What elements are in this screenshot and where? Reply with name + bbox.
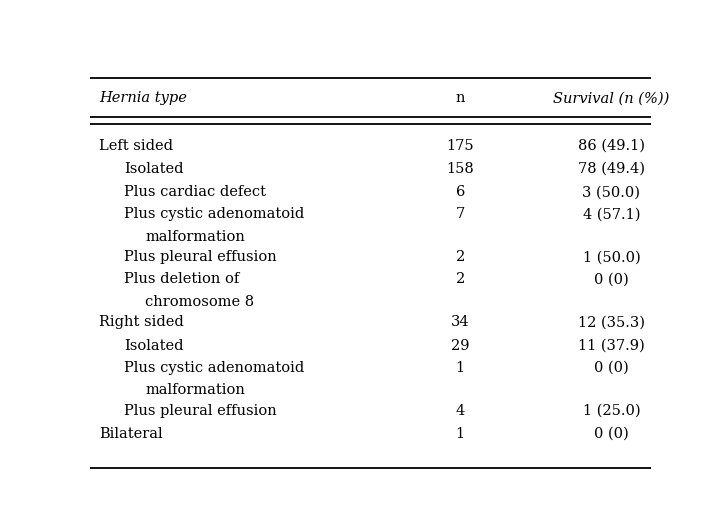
- Text: Hernia type: Hernia type: [99, 91, 187, 106]
- Text: chromosome 8: chromosome 8: [145, 295, 254, 309]
- Text: 2: 2: [455, 272, 465, 286]
- Text: 1 (25.0): 1 (25.0): [583, 404, 641, 418]
- Text: 0 (0): 0 (0): [594, 427, 629, 441]
- Text: 11 (37.9): 11 (37.9): [578, 339, 645, 353]
- Text: 1: 1: [455, 427, 465, 441]
- Text: malformation: malformation: [145, 230, 245, 244]
- Text: malformation: malformation: [145, 383, 245, 397]
- Text: Isolated: Isolated: [124, 162, 184, 176]
- Text: Bilateral: Bilateral: [99, 427, 163, 441]
- Text: 6: 6: [455, 185, 465, 199]
- Text: Survival (n (%)): Survival (n (%)): [553, 91, 669, 106]
- Text: 78 (49.4): 78 (49.4): [578, 162, 645, 176]
- Text: 158: 158: [446, 162, 474, 176]
- Text: Left sided: Left sided: [99, 139, 173, 153]
- Text: n: n: [455, 91, 465, 106]
- Text: Plus pleural effusion: Plus pleural effusion: [124, 404, 277, 418]
- Text: 4: 4: [455, 404, 465, 418]
- Text: 2: 2: [455, 250, 465, 264]
- Text: 0 (0): 0 (0): [594, 361, 629, 375]
- Text: 1 (50.0): 1 (50.0): [583, 250, 641, 264]
- Text: 175: 175: [446, 139, 474, 153]
- Text: Isolated: Isolated: [124, 339, 184, 353]
- Text: Plus cystic adenomatoid: Plus cystic adenomatoid: [124, 208, 304, 221]
- Text: Plus deletion of: Plus deletion of: [124, 272, 239, 286]
- Text: Right sided: Right sided: [99, 315, 184, 329]
- Text: 4 (57.1): 4 (57.1): [583, 208, 641, 221]
- Text: 29: 29: [451, 339, 469, 353]
- Text: Plus cystic adenomatoid: Plus cystic adenomatoid: [124, 361, 304, 375]
- Text: Plus cardiac defect: Plus cardiac defect: [124, 185, 266, 199]
- Text: 34: 34: [451, 315, 469, 329]
- Text: 3 (50.0): 3 (50.0): [583, 185, 641, 199]
- Text: 1: 1: [455, 361, 465, 375]
- Text: 86 (49.1): 86 (49.1): [578, 139, 645, 153]
- Text: 0 (0): 0 (0): [594, 272, 629, 286]
- Text: 7: 7: [455, 208, 465, 221]
- Text: 12 (35.3): 12 (35.3): [578, 315, 645, 329]
- Text: Plus pleural effusion: Plus pleural effusion: [124, 250, 277, 264]
